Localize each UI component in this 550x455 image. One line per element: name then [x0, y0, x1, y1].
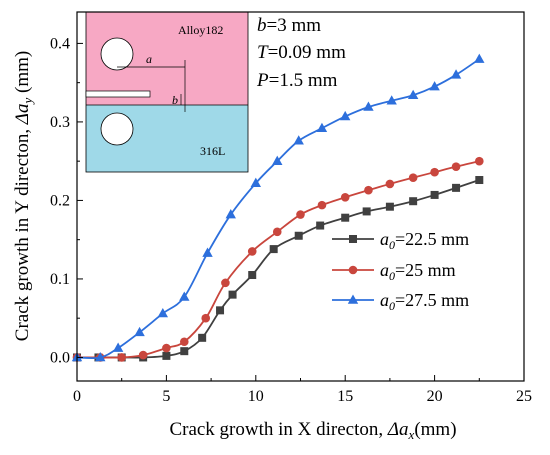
annotation-t: T=0.09 mm	[257, 42, 346, 63]
annotation-b: b=3 mm	[257, 15, 321, 36]
data-point	[112, 342, 124, 352]
data-point	[162, 351, 171, 360]
y-tick-label: 0.1	[50, 271, 70, 288]
legend-marker	[348, 265, 358, 275]
data-point	[407, 89, 419, 100]
data-point	[409, 197, 418, 206]
data-point	[293, 135, 304, 145]
data-point	[429, 81, 440, 91]
data-point	[180, 347, 189, 356]
data-point	[340, 192, 350, 202]
data-point	[225, 209, 236, 219]
data-point	[179, 291, 190, 301]
data-point	[385, 179, 395, 189]
data-point	[228, 290, 237, 299]
data-point	[157, 307, 169, 318]
data-point	[364, 185, 373, 195]
x-tick-label: 5	[162, 388, 170, 405]
data-point	[451, 162, 461, 171]
notch	[85, 90, 151, 98]
data-point	[296, 210, 305, 219]
data-point	[221, 278, 230, 288]
data-point	[294, 231, 303, 240]
y-tick-label: 0.2	[50, 192, 70, 209]
lower-pin-hole	[100, 112, 134, 146]
data-point	[475, 176, 484, 185]
data-point	[162, 343, 171, 353]
upper-pin-hole	[100, 37, 134, 71]
data-point	[134, 326, 145, 337]
x-tick-label: 15	[337, 388, 353, 405]
legend-entry-1: a0=22.5 mm	[332, 229, 469, 252]
data-point	[138, 350, 148, 360]
data-point	[362, 207, 371, 216]
data-point	[201, 313, 211, 323]
data-point	[385, 202, 394, 211]
data-point	[430, 167, 439, 177]
data-point	[272, 227, 282, 237]
data-point	[450, 69, 462, 79]
inset-top-label: Alloy182	[178, 23, 223, 37]
inset-dim-a: a	[146, 52, 152, 66]
data-point	[452, 183, 461, 192]
x-axis-label: Crack growth in X directon, Δax(mm)	[169, 419, 456, 442]
data-point	[202, 247, 213, 257]
data-point	[386, 95, 397, 105]
data-point	[363, 101, 374, 111]
legend-label: a0=22.5 mm	[380, 229, 469, 252]
data-point	[247, 247, 257, 256]
x-tick-label: 10	[248, 388, 264, 405]
data-point	[317, 200, 327, 210]
legend-label: a0=25 mm	[380, 260, 456, 283]
data-point	[475, 156, 484, 166]
data-point	[95, 351, 106, 362]
data-point	[341, 213, 350, 222]
y-axis-label: Crack growth in Y directon, Δay (mm)	[12, 51, 35, 341]
data-point	[474, 53, 485, 63]
data-point	[340, 110, 351, 121]
data-point	[198, 333, 207, 342]
x-tick-label: 20	[427, 388, 443, 405]
data-point	[250, 177, 261, 187]
schematic-inset: Alloy182 316L a b	[85, 11, 249, 173]
legend-marker	[349, 235, 357, 243]
y-tick-label: 0.3	[50, 114, 70, 131]
data-point	[316, 122, 328, 132]
annotation-p: P=1.5 mm	[256, 70, 338, 91]
data-point	[248, 271, 257, 280]
data-point	[216, 306, 225, 315]
data-point	[272, 155, 283, 165]
y-tick-label: 0.0	[50, 349, 70, 366]
y-tick-label: 0.4	[50, 35, 70, 52]
data-point	[117, 353, 126, 362]
legend-entry-3: a0=27.5 mm	[332, 290, 469, 313]
inset-dim-b: b	[172, 93, 178, 107]
x-tick-label: 25	[516, 388, 532, 405]
legend: a0=22.5 mm a0=25 mm a0=27.5 mm	[332, 229, 469, 313]
data-point	[269, 245, 278, 254]
legend-label: a0=27.5 mm	[380, 290, 469, 313]
inset-bottom-label: 316L	[200, 144, 225, 158]
data-point	[408, 173, 418, 182]
axes: 0 5 10 15 20 25 0.0 0.1 0.2 0.3 0.4	[50, 11, 532, 405]
data-point	[179, 337, 189, 347]
legend-entry-2: a0=25 mm	[332, 260, 456, 283]
data-point	[430, 190, 439, 199]
data-point	[316, 221, 325, 230]
series-3	[71, 53, 485, 362]
x-tick-label: 0	[73, 388, 81, 405]
legend-marker	[347, 294, 359, 304]
